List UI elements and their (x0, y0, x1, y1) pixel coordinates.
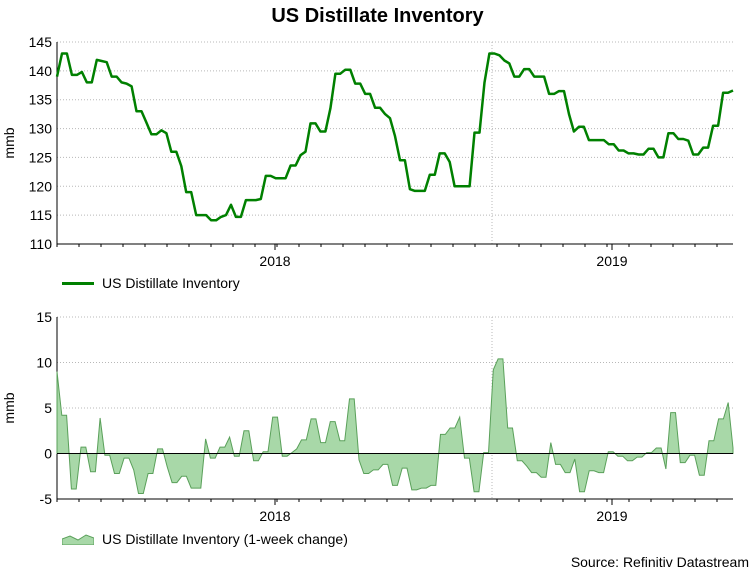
ylabel-change: mmb (1, 392, 17, 423)
inventory-line (55, 52, 734, 222)
y-tick-label: 125 (29, 149, 53, 165)
y-tick-label: 10 (36, 355, 52, 371)
x-tick-label: 2019 (596, 253, 627, 269)
x-tick-label: 2019 (596, 508, 627, 524)
chart-title: US Distillate Inventory (271, 5, 484, 27)
change-area (56, 358, 734, 494)
y-tick-label: 5 (44, 400, 52, 416)
inventory-level-chart: 110 115 120 125 130 135 140 145 2018 2019 mmb (1, 34, 734, 269)
y-tick-label: 140 (29, 63, 53, 79)
y-tick-label: 115 (30, 207, 53, 223)
legend-change: US Distillate Inventory (1-week change) (62, 531, 348, 547)
weekly-change-chart: -5 0 5 10 15 2018 2019 mmb (1, 309, 734, 524)
legend-inventory: US Distillate Inventory (62, 275, 240, 291)
legend-change-label: US Distillate Inventory (1-week change) (102, 531, 348, 547)
ylabel-inventory: mmb (1, 127, 17, 158)
legend-inventory-label: US Distillate Inventory (102, 275, 240, 291)
legend-line-swatch (62, 281, 94, 285)
y-tick-label: 145 (29, 34, 53, 50)
x-tick-label: 2018 (259, 508, 290, 524)
y-tick-label: 135 (29, 92, 53, 108)
x-tick-label: 2018 (259, 253, 290, 269)
y-tick-label: 0 (44, 446, 52, 462)
y-tick-label: 130 (29, 121, 53, 137)
source-note: Source: Refinitiv Datastream (570, 554, 749, 570)
y-tick-label: -5 (40, 491, 53, 507)
y-tick-label: 120 (29, 178, 53, 194)
y-tick-label: 15 (36, 309, 52, 325)
legend-area-swatch (62, 534, 94, 545)
y-tick-label: 110 (30, 236, 53, 252)
